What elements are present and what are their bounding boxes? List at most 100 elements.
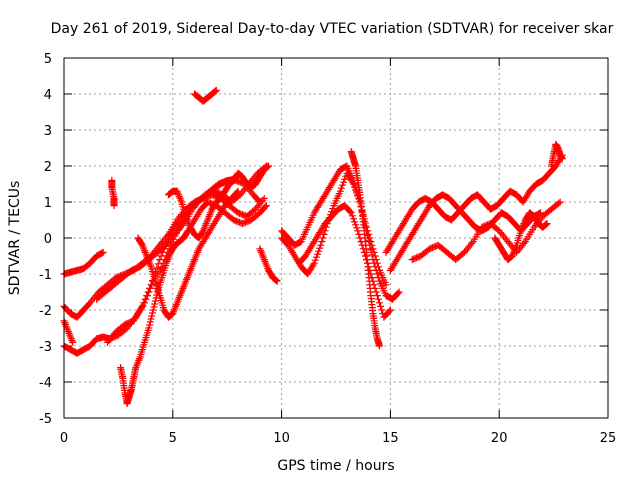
data-point xyxy=(378,306,386,314)
y-tick-label: 4 xyxy=(44,88,52,103)
data-point xyxy=(312,253,320,261)
plot-frame xyxy=(63,57,609,419)
y-tick-label: 3 xyxy=(44,124,52,139)
y-tick-label: -4 xyxy=(39,376,52,391)
data-point xyxy=(371,252,379,260)
data-point xyxy=(146,284,154,292)
data-point xyxy=(148,309,156,317)
data-point xyxy=(365,236,373,244)
data-point xyxy=(163,238,171,246)
data-point xyxy=(310,259,318,267)
x-tick-label: 5 xyxy=(169,431,177,446)
y-tick-label: -1 xyxy=(39,268,52,283)
data-point xyxy=(555,199,563,207)
x-tick-label: 10 xyxy=(273,431,290,446)
data-point xyxy=(350,218,358,226)
data-point xyxy=(149,306,157,314)
tick-labels: 0 5 10 15 20 25 -5 -4 -3 -2 -1 0 1 2 3 4 5 xyxy=(39,52,616,446)
data-point xyxy=(386,306,394,314)
data-point xyxy=(143,292,151,300)
data-point xyxy=(371,263,379,271)
data-point xyxy=(69,338,77,346)
data-point xyxy=(317,241,325,249)
data-point xyxy=(537,209,545,217)
data-point xyxy=(260,194,268,202)
data-point xyxy=(99,248,107,256)
data-point xyxy=(372,266,380,274)
data-point xyxy=(374,274,382,282)
y-tick-label: -2 xyxy=(39,304,52,319)
data-point xyxy=(110,202,118,210)
data-point xyxy=(145,324,153,332)
data-point xyxy=(377,302,385,310)
data-point xyxy=(318,238,326,246)
data-point xyxy=(162,241,170,249)
data-point xyxy=(558,155,566,163)
data-point xyxy=(382,281,390,289)
data-point xyxy=(151,300,159,308)
data-point xyxy=(148,312,156,320)
data-point xyxy=(337,184,345,192)
x-axis-title: GPS time / hours xyxy=(277,458,394,474)
data-point xyxy=(314,250,322,258)
data-point xyxy=(543,220,551,228)
data-point xyxy=(212,86,220,94)
data-point xyxy=(261,203,269,211)
data-point xyxy=(336,187,344,195)
y-tick-label: 0 xyxy=(44,232,52,247)
data-point xyxy=(350,180,358,188)
data-point xyxy=(340,178,348,186)
y-tick-label: -3 xyxy=(39,340,52,355)
data-point xyxy=(265,162,273,170)
data-point xyxy=(146,321,154,329)
data-point xyxy=(233,188,241,196)
data-point xyxy=(138,240,146,248)
data-point xyxy=(348,212,356,220)
x-tick-label: 15 xyxy=(382,431,399,446)
data-point xyxy=(385,307,393,315)
data-point xyxy=(368,251,376,259)
data-point xyxy=(150,303,158,311)
data-point xyxy=(141,295,149,303)
y-tick-label: 2 xyxy=(44,160,52,175)
data-point xyxy=(354,227,362,235)
data-point xyxy=(140,299,148,307)
data-point xyxy=(146,318,154,326)
data-point xyxy=(556,198,564,206)
data-point xyxy=(376,299,384,307)
data-point xyxy=(376,342,384,350)
y-tick-label: -5 xyxy=(39,412,52,427)
data-point xyxy=(160,245,168,253)
data-point xyxy=(374,295,382,303)
data-point xyxy=(147,281,155,289)
data-point xyxy=(138,302,146,310)
y-axis-title: SDTVAR / TECUs xyxy=(7,181,23,296)
data-point xyxy=(154,260,162,268)
data-point xyxy=(153,264,161,272)
data-point xyxy=(311,256,319,264)
data-point xyxy=(157,252,165,260)
data-point xyxy=(156,256,164,264)
data-point xyxy=(199,228,207,236)
x-tick-label: 25 xyxy=(600,431,617,446)
data-point xyxy=(159,248,167,256)
data-point xyxy=(373,270,381,278)
data-point xyxy=(273,277,281,285)
data-point xyxy=(394,289,402,297)
data-point xyxy=(370,259,378,267)
y-tick-label: 1 xyxy=(44,196,52,211)
y-tick-label: 5 xyxy=(44,52,52,67)
data-point xyxy=(144,288,152,296)
data-point xyxy=(352,221,360,229)
data-point xyxy=(373,292,381,300)
data-point xyxy=(262,202,270,210)
data-point xyxy=(234,187,242,195)
data-point xyxy=(347,209,355,217)
x-tick-label: 20 xyxy=(491,431,508,446)
data-point xyxy=(147,315,155,323)
data-point xyxy=(395,288,403,296)
data-point xyxy=(349,215,357,223)
data-point xyxy=(316,244,324,252)
data-point xyxy=(339,181,347,189)
